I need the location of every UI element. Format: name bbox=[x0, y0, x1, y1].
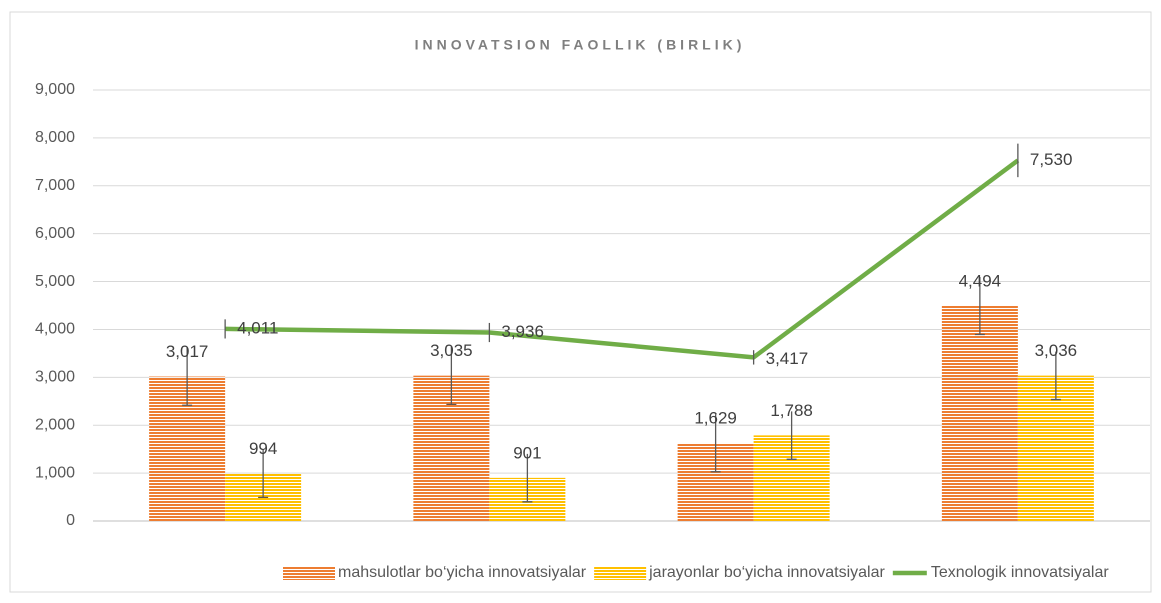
data-label: 4,494 bbox=[959, 271, 1002, 290]
data-label: 3,936 bbox=[501, 322, 544, 341]
legend-item: mahsulotlar bo‘yicha innovatsiyalar bbox=[283, 564, 587, 581]
legend-label: Texnologik innovatsiyalar bbox=[931, 564, 1110, 581]
error-bar bbox=[446, 346, 457, 406]
data-label: 3,017 bbox=[166, 342, 209, 361]
line bbox=[225, 158, 1020, 360]
error-bar bbox=[710, 414, 721, 473]
legend-label: jarayonlar bo‘yicha innovatsiyalar bbox=[648, 564, 885, 581]
error-bar bbox=[786, 411, 797, 460]
error-bar bbox=[974, 277, 985, 336]
data-label: 3,035 bbox=[430, 341, 473, 360]
y-tick-label: 4,000 bbox=[35, 321, 75, 338]
y-tick-label: 6,000 bbox=[35, 225, 75, 242]
error-bar bbox=[522, 453, 533, 503]
error-bar bbox=[258, 449, 269, 498]
error-bar bbox=[1050, 351, 1061, 401]
legend-item: jarayonlar bo‘yicha innovatsiyalar bbox=[594, 564, 885, 581]
y-tick-label: 3,000 bbox=[35, 369, 75, 386]
data-label: 7,530 bbox=[1030, 150, 1073, 169]
y-tick-label: 7,000 bbox=[35, 177, 75, 194]
y-tick-label: 9,000 bbox=[35, 81, 75, 98]
data-label: 1,788 bbox=[770, 401, 813, 420]
data-label: 994 bbox=[249, 439, 277, 458]
data-label: 1,629 bbox=[694, 408, 737, 427]
y-tick-label: 1,000 bbox=[35, 464, 75, 481]
data-label: 4,011 bbox=[237, 318, 278, 337]
data-label: 3,036 bbox=[1035, 341, 1078, 360]
chart-title: INNOVATSION FAOLLIK (BIRLIK) bbox=[415, 37, 746, 53]
data-label: 3,417 bbox=[766, 349, 809, 368]
legend-item: Texnologik innovatsiyalar bbox=[892, 564, 1110, 581]
y-tick-label: 0 bbox=[66, 512, 75, 529]
data-label: 901 bbox=[513, 443, 541, 462]
y-tick-label: 2,000 bbox=[35, 416, 75, 433]
bar bbox=[941, 305, 1018, 521]
y-tick-label: 5,000 bbox=[35, 273, 75, 290]
y-tick-label: 8,000 bbox=[35, 129, 75, 146]
legend-swatch bbox=[594, 566, 647, 580]
legend-swatch bbox=[283, 566, 335, 580]
legend-label: mahsulotlar bo‘yicha innovatsiyalar bbox=[338, 564, 587, 581]
error-bar bbox=[182, 347, 193, 406]
